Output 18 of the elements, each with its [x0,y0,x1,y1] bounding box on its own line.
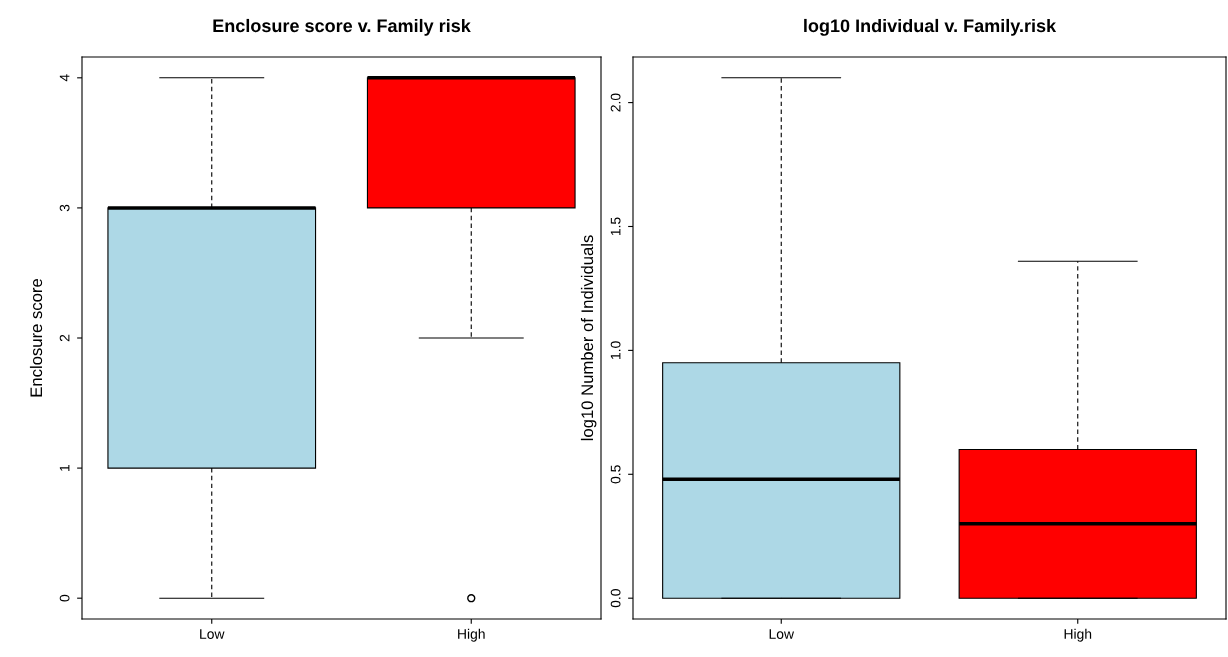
y-tick-label: 0.5 [610,465,621,484]
y-tick-label: 1.0 [610,341,621,359]
x-tick-label: Low [769,629,795,639]
chart-title: Enclosure score v. Family risk [213,18,471,36]
y-axis-title: Enclosure score [29,278,43,397]
chart-title: log10 Individual v. Family.risk [804,18,1057,36]
y-axis-title: log10 Number of Individuals [580,235,597,441]
x-tick-label: Low [200,629,225,639]
y-tick-label: 0 [59,594,70,602]
y-tick-label: 1 [59,464,70,471]
y-tick-label: 3 [59,204,70,212]
y-tick-label: 1.5 [610,217,621,236]
y-tick-label: 4 [59,74,70,82]
y-tick-label: 2 [59,334,70,342]
x-tick-label: High [1064,628,1092,642]
y-tick-label: 2.0 [610,93,621,112]
y-tick-label: 0.0 [610,589,621,608]
x-tick-label: High [458,628,485,642]
